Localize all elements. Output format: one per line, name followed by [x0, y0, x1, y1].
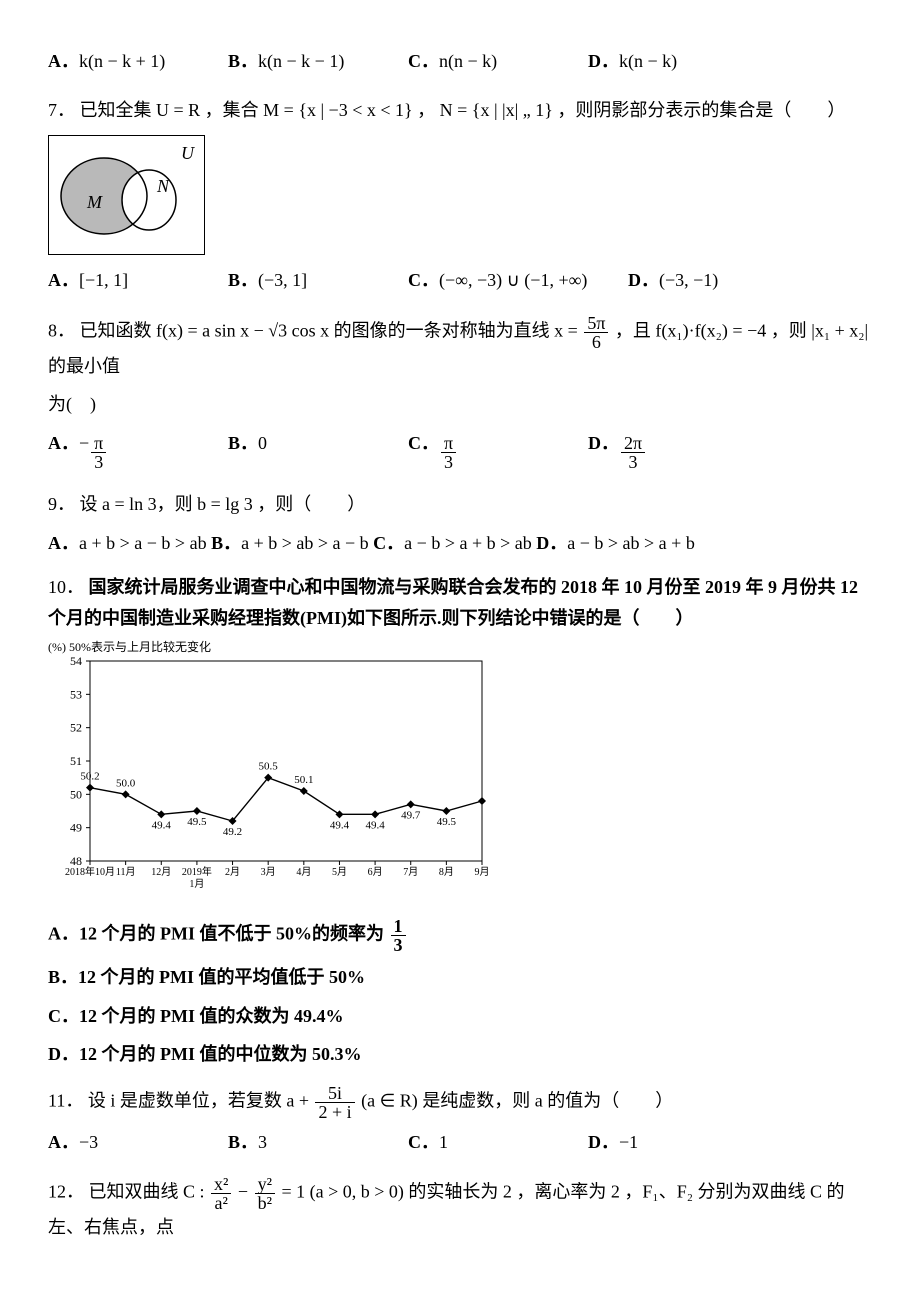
svg-text:4月: 4月 [296, 866, 311, 878]
q8-opt-B: B．0 [228, 428, 408, 471]
svg-text:49.4: 49.4 [152, 820, 172, 832]
q8-opt-C: C． π3 [408, 428, 588, 471]
q6-opt-B: B． k(n − k − 1) [228, 46, 408, 77]
q9-options: A．a + b > a − b > ab B．a + b > ab > a − … [48, 528, 872, 559]
opt-label: A． [48, 46, 79, 77]
q7-num: 7． [48, 100, 75, 120]
svg-text:2月: 2月 [225, 866, 240, 878]
q11: 11． 设 i 是虚数单位，若复数 a + 5i2 + i (a ∈ R) 是纯… [48, 1084, 872, 1121]
svg-text:3月: 3月 [261, 866, 276, 878]
q8-opt-D: D． 2π3 [588, 428, 748, 471]
svg-text:48: 48 [70, 854, 82, 868]
svg-text:52: 52 [70, 721, 82, 735]
q8-frac: 5π6 [584, 314, 608, 351]
q9-opt-A: A．a + b > a − b > ab [48, 528, 211, 559]
q10-opt-D: D．12 个月的 PMI 值的中位数为 50.3% [48, 1039, 872, 1070]
svg-text:50.0: 50.0 [116, 778, 136, 790]
q9: 9． 设 a = ln 3，则 b = lg 3 ，则（ ） [48, 489, 872, 520]
q7-opt-C: C．(−∞, −3) ∪ (−1, +∞) [408, 265, 628, 296]
svg-text:50.1: 50.1 [294, 774, 313, 786]
q11-options: A．−3 B．3 C．1 D．−1 [48, 1127, 872, 1158]
svg-text:1月: 1月 [189, 878, 204, 890]
svg-text:49.4: 49.4 [365, 820, 385, 832]
q10-opt-A: A．12 个月的 PMI 值不低于 50%的频率为 13 [48, 917, 872, 954]
q8-options: A． − π3 B．0 C． π3 D． 2π3 [48, 428, 872, 471]
svg-text:49.5: 49.5 [187, 816, 207, 828]
venn-M-label: M [86, 192, 103, 212]
q10-opt-B: B．12 个月的 PMI 值的平均值低于 50% [48, 962, 872, 993]
svg-text:49.2: 49.2 [223, 826, 242, 838]
q7: 7． 已知全集 U = R ，集合 M = {x | −3 < x < 1} ，… [48, 95, 872, 126]
svg-text:49.4: 49.4 [330, 820, 350, 832]
q7-opt-A: A．[−1, 1] [48, 265, 228, 296]
q6-opt-A: A． k(n − k + 1) [48, 46, 228, 77]
q6-opt-C: C． n(n − k) [408, 46, 588, 77]
q8-line2: 为( ) [48, 389, 872, 420]
q7-opt-D: D．(−3, −1) [628, 265, 768, 296]
svg-text:2018年10月: 2018年10月 [65, 865, 115, 878]
svg-text:6月: 6月 [368, 866, 383, 878]
svg-text:49: 49 [70, 821, 82, 835]
svg-text:49.7: 49.7 [401, 810, 421, 822]
q12: 12． 已知双曲线 C : x²a² − y²b² = 1 (a > 0, b … [48, 1175, 872, 1243]
venn-N-label: N [156, 176, 170, 196]
q8: 8． 已知函数 f(x) = a sin x − √3 cos x 的图像的一条… [48, 314, 872, 382]
svg-text:7月: 7月 [403, 866, 418, 878]
svg-text:2019年: 2019年 [182, 865, 212, 878]
q10: 10． 国家统计局服务业调查中心和中国物流与采购联合会发布的 2018 年 10… [48, 572, 872, 633]
pmi-line-chart: (%) 50%表示与上月比较无变化 48 49 50 51 52 53 54 50.2 50.0 4… [48, 639, 488, 899]
svg-text:5月: 5月 [332, 866, 347, 878]
q9-opt-B: B．a + b > ab > a − b [211, 528, 373, 559]
svg-text:11月: 11月 [116, 866, 136, 878]
q10-chart: (%) 50%表示与上月比较无变化 48 49 50 51 52 53 54 50.2 50.0 4… [48, 639, 488, 909]
svg-text:50: 50 [70, 788, 82, 802]
q8-opt-A: A． − π3 [48, 428, 228, 471]
q9-opt-C: C．a − b > a + b > ab [373, 528, 536, 559]
q7-options: A．[−1, 1] B．(−3, 1] C．(−∞, −3) ∪ (−1, +∞… [48, 265, 872, 296]
q11-opt-B: B．3 [228, 1127, 408, 1158]
svg-text:(%) 50%表示与上月比较无变化: (%) 50%表示与上月比较无变化 [48, 639, 211, 654]
svg-text:50.2: 50.2 [80, 771, 99, 783]
q10-opt-C: C．12 个月的 PMI 值的众数为 49.4% [48, 1001, 872, 1032]
q7-opt-B: B．(−3, 1] [228, 265, 408, 296]
q11-opt-C: C．1 [408, 1127, 588, 1158]
q9-opt-D: D．a − b > ab > a + b [536, 528, 695, 559]
q6-opt-D: D． k(n − k) [588, 46, 748, 77]
q6-options: A． k(n − k + 1) B． k(n − k − 1) C． n(n −… [48, 46, 872, 77]
q11-opt-A: A．−3 [48, 1127, 228, 1158]
q7-venn-diagram: U M N [48, 135, 205, 255]
svg-text:50.5: 50.5 [259, 761, 279, 773]
svg-text:9月: 9月 [475, 866, 489, 878]
q11-opt-D: D．−1 [588, 1127, 748, 1158]
svg-text:54: 54 [70, 654, 82, 668]
svg-text:51: 51 [70, 754, 82, 768]
svg-text:49.5: 49.5 [437, 816, 457, 828]
svg-text:8月: 8月 [439, 866, 454, 878]
opt-text: k(n − k + 1) [79, 46, 165, 77]
svg-text:53: 53 [70, 688, 82, 702]
svg-text:12月: 12月 [151, 866, 171, 878]
venn-svg: M N [49, 136, 204, 254]
